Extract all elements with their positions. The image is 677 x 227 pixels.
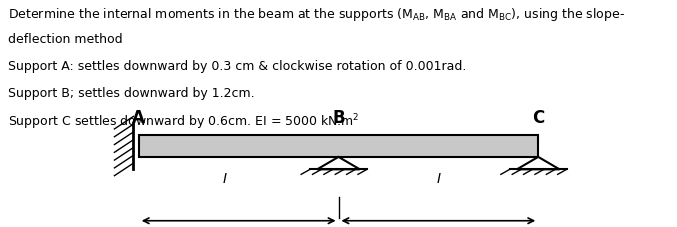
Text: C: C: [532, 109, 544, 127]
Text: I: I: [436, 171, 441, 185]
Text: Support A: settles downward by 0.3 cm & clockwise rotation of 0.001rad.: Support A: settles downward by 0.3 cm & …: [8, 60, 466, 73]
Text: B: B: [332, 109, 345, 127]
Bar: [139, 136, 538, 157]
Text: Support B; settles downward by 1.2cm.: Support B; settles downward by 1.2cm.: [8, 86, 255, 99]
Text: deflection method: deflection method: [8, 33, 123, 46]
Text: Determine the internal moments in the beam at the supports (M$_{\mathrm{AB}}$, M: Determine the internal moments in the be…: [8, 6, 625, 23]
Text: A: A: [132, 109, 146, 127]
Polygon shape: [517, 157, 559, 170]
Text: Support C settles downward by 0.6cm. EI = 5000 kN.m$^2$: Support C settles downward by 0.6cm. EI …: [8, 112, 359, 132]
Polygon shape: [318, 157, 360, 170]
Text: I: I: [223, 171, 227, 185]
